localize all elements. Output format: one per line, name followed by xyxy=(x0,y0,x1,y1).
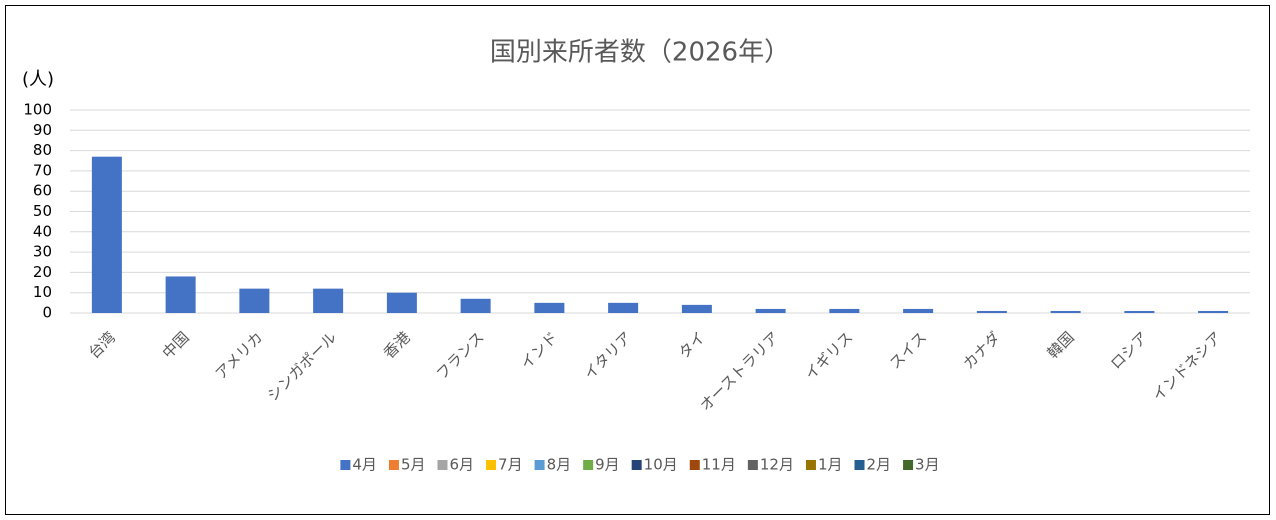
bar xyxy=(976,310,1007,313)
bar xyxy=(239,288,270,313)
bar xyxy=(829,308,860,313)
legend-swatch xyxy=(854,460,865,470)
y-tick-label: 10 xyxy=(33,283,52,301)
bar xyxy=(386,292,417,313)
bar xyxy=(460,298,491,313)
legend-swatch xyxy=(534,460,545,470)
legend-label: 9月 xyxy=(595,456,620,474)
chart-border xyxy=(5,5,1270,515)
y-axis-label: (人) xyxy=(22,69,54,90)
legend-label: 12月 xyxy=(760,456,794,474)
y-tick-label: 20 xyxy=(33,263,52,281)
legend-label: 7月 xyxy=(498,456,523,474)
bar xyxy=(313,288,344,313)
legend-label: 8月 xyxy=(547,456,572,474)
bar xyxy=(681,304,712,313)
bar xyxy=(903,308,934,313)
legend-label: 10月 xyxy=(644,456,678,474)
y-tick-label: 90 xyxy=(33,121,52,139)
bar xyxy=(91,156,122,313)
chart-title: 国別来所者数（2026年） xyxy=(490,38,790,68)
bar xyxy=(1124,310,1155,313)
y-tick-label: 60 xyxy=(33,182,52,200)
legend-swatch xyxy=(486,460,497,470)
y-tick-label: 70 xyxy=(33,161,52,179)
y-tick-label: 0 xyxy=(42,304,52,322)
y-tick-label: 40 xyxy=(33,222,52,240)
bar xyxy=(1050,310,1081,313)
legend-swatch xyxy=(340,460,351,470)
legend-swatch xyxy=(437,460,448,470)
bar xyxy=(755,308,786,313)
bar xyxy=(165,276,196,313)
legend-swatch xyxy=(689,460,700,470)
y-tick-label: 100 xyxy=(23,101,52,119)
bar xyxy=(534,302,565,313)
legend-label: 4月 xyxy=(352,456,377,474)
legend-swatch xyxy=(583,460,594,470)
y-tick-label: 80 xyxy=(33,141,52,159)
legend-label: 3月 xyxy=(915,456,940,474)
y-tick-label: 30 xyxy=(33,243,52,261)
legend-swatch xyxy=(388,460,399,470)
legend-swatch xyxy=(805,460,816,470)
legend-label: 11月 xyxy=(702,456,736,474)
y-tick-label: 50 xyxy=(33,202,52,220)
legend-swatch xyxy=(903,460,914,470)
legend-swatch xyxy=(631,460,642,470)
legend-label: 2月 xyxy=(867,456,892,474)
legend-label: 5月 xyxy=(401,456,426,474)
legend-label: 1月 xyxy=(818,456,843,474)
legend-label: 6月 xyxy=(449,456,474,474)
legend-swatch xyxy=(747,460,758,470)
bar xyxy=(608,302,639,313)
bar xyxy=(1198,310,1229,313)
